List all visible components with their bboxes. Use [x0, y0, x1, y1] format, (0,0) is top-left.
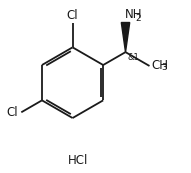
Text: &1: &1 [127, 53, 139, 62]
Text: HCl: HCl [68, 153, 88, 167]
Text: NH: NH [125, 8, 142, 21]
Text: Cl: Cl [67, 8, 78, 22]
Text: CH: CH [151, 58, 168, 71]
Polygon shape [121, 22, 130, 52]
Text: Cl: Cl [7, 106, 19, 119]
Text: 3: 3 [162, 63, 168, 72]
Text: 2: 2 [135, 14, 141, 23]
